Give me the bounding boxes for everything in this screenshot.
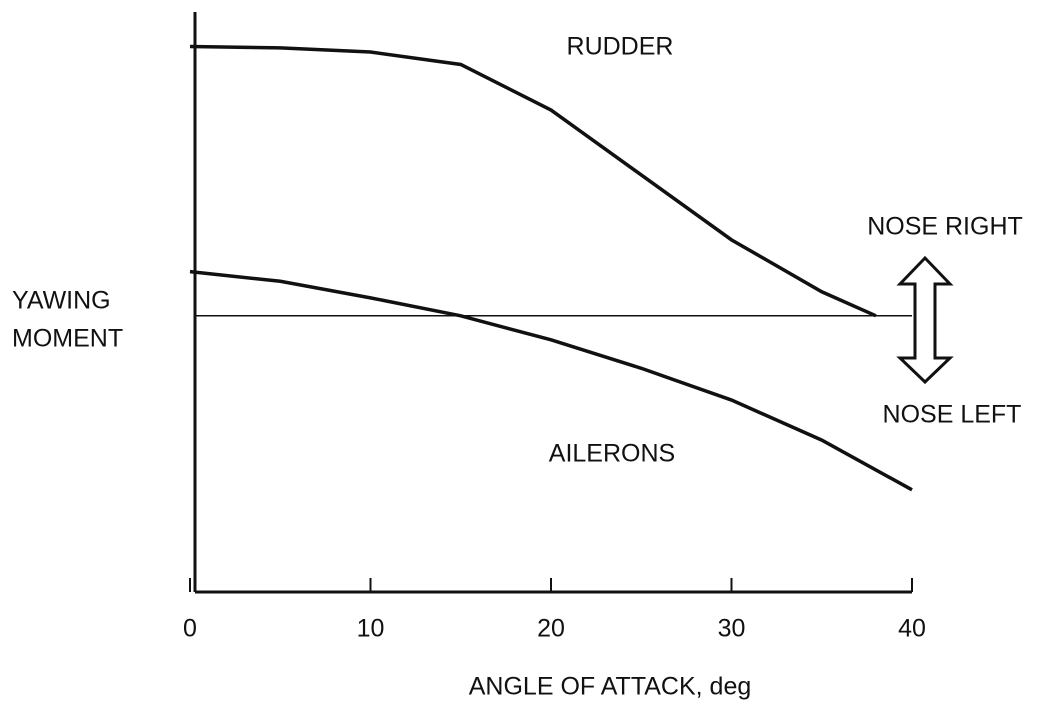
y-axis-label: MOMENT xyxy=(12,325,123,353)
series-label: AILERONS xyxy=(549,440,675,468)
line xyxy=(189,44,877,318)
x-tick-label: 40 xyxy=(898,615,926,643)
annotation: NOSE RIGHT xyxy=(867,213,1023,241)
x-axis-label: ANGLE OF ATTACK, deg xyxy=(469,673,752,701)
line xyxy=(189,269,913,492)
x-tick-label: 20 xyxy=(537,615,565,643)
x-tick-label: 0 xyxy=(183,615,197,643)
double-arrow xyxy=(896,255,954,385)
annotation: NOSE LEFT xyxy=(883,401,1022,429)
x-tick-label: 30 xyxy=(718,615,746,643)
x-tick-label: 10 xyxy=(357,615,385,643)
y-axis-label: YAWING xyxy=(12,287,111,315)
series-label: RUDDER xyxy=(567,33,674,61)
